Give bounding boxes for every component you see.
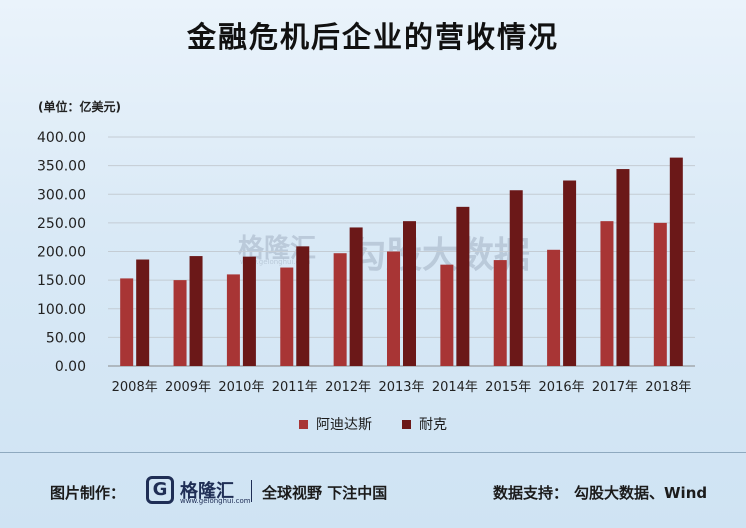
x-tick-label: 2008年: [112, 380, 158, 395]
footer-divider: [0, 452, 746, 453]
logo-g-icon: G: [146, 476, 174, 504]
y-tick-label: 400.00: [37, 130, 86, 146]
slogan: 全球视野 下注中国: [262, 484, 388, 502]
unit-label: (单位：亿美元): [38, 100, 121, 114]
x-tick-label: 2010年: [218, 380, 264, 395]
bar-nike: [349, 227, 363, 366]
legend-item-nike: 耐克: [402, 414, 447, 434]
bar-adidas: [440, 264, 454, 366]
bar-adidas: [280, 267, 294, 366]
bar-adidas: [333, 253, 347, 366]
y-tick-label: 150.00: [37, 273, 86, 289]
legend-label-nike: 耐克: [419, 417, 447, 433]
legend-label-adidas: 阿迪达斯: [316, 417, 372, 433]
legend-swatch-nike: [402, 419, 411, 429]
bar-nike: [509, 190, 523, 366]
bar-nike: [189, 256, 203, 366]
legend-item-adidas: 阿迪达斯: [299, 414, 372, 434]
x-tick-label: 2009年: [165, 380, 211, 395]
legend-swatch-adidas: [299, 419, 308, 429]
y-tick-label: 350.00: [37, 159, 86, 175]
bar-nike: [136, 259, 150, 366]
y-tick-label: 50.00: [46, 330, 86, 346]
chart-legend: 阿迪达斯 耐克: [0, 414, 746, 434]
x-tick-label: 2018年: [645, 380, 691, 395]
x-tick-label: 2011年: [272, 380, 318, 395]
made-by-label: 图片制作：: [50, 484, 126, 502]
bar-nike: [403, 221, 416, 366]
bar-nike: [456, 206, 470, 366]
y-tick-label: 100.00: [37, 302, 86, 318]
chart-title: 金融危机后企业的营收情况: [186, 20, 559, 54]
data-source: 数据支持： 勾股大数据、Wind: [493, 482, 707, 503]
bar-nike: [242, 256, 256, 366]
bar-adidas: [387, 251, 400, 366]
gelonghui-logo: G 格隆汇 www.gelonghui.com: [146, 476, 251, 506]
bar-adidas: [653, 222, 667, 366]
y-tick-label: 200.00: [37, 245, 86, 261]
y-tick-label: 0.00: [55, 359, 86, 375]
bar-adidas: [226, 274, 240, 366]
bar-nike: [296, 246, 310, 366]
y-tick-label: 300.00: [37, 187, 86, 203]
footer-separator: [251, 480, 252, 502]
bar-chart: 0.00 50.00 100.00 150.00 200.00 250.00 300.00 3…: [37, 130, 695, 395]
y-tick-label: 250.00: [37, 216, 86, 232]
x-tick-label: 2013年: [378, 380, 424, 395]
x-tick-label: 2014年: [432, 380, 478, 395]
source-value: 勾股大数据、Wind: [574, 484, 708, 502]
bar-nike: [616, 169, 630, 366]
x-tick-label: 2017年: [592, 380, 638, 395]
x-tick-label: 2015年: [485, 380, 531, 395]
logo-text: 格隆汇: [180, 481, 234, 502]
bar-adidas: [600, 221, 614, 366]
source-label: 数据支持：: [493, 484, 569, 502]
footer: 图片制作： G 格隆汇 www.gelonghui.com 全球视野 下注中国 …: [0, 470, 746, 510]
x-tick-label: 2012年: [325, 380, 371, 395]
bar-nike: [563, 180, 577, 366]
bar-adidas: [547, 249, 561, 366]
bar-adidas: [493, 260, 507, 366]
bar-adidas: [173, 280, 187, 366]
logo-url: www.gelonghui.com: [180, 497, 251, 505]
x-tick-label: 2016年: [539, 380, 585, 395]
bar-adidas: [120, 278, 134, 366]
bar-nike: [669, 157, 683, 366]
